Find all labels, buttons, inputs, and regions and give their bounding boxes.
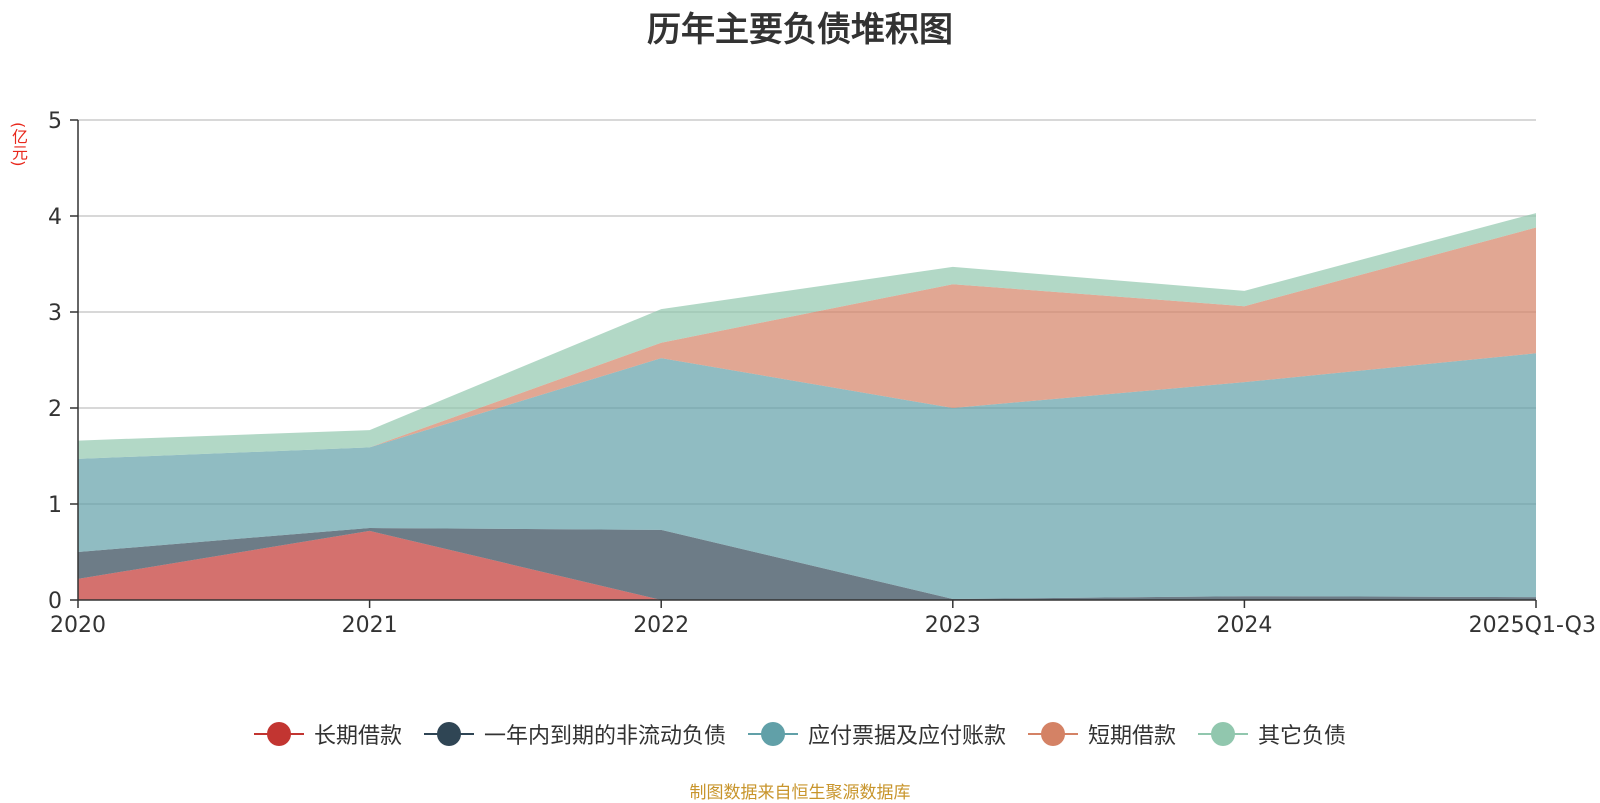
data-source-note: 制图数据来自恒生聚源数据库 xyxy=(689,783,911,803)
y-tick-label: 4 xyxy=(48,205,62,230)
stacked-area-chart: 0 1 2 3 4 5 2020 2021 2022 2023 2024 2025Q1-Q3 xyxy=(48,109,1596,638)
x-tick-label: 2025Q1-Q3 xyxy=(1469,613,1596,638)
area-series-1 xyxy=(78,528,1536,600)
legend-label: 短期借款 xyxy=(1088,724,1177,749)
legend-marker-icon xyxy=(253,721,304,747)
legend-label: 其它负债 xyxy=(1258,724,1347,749)
legend-item[interactable]: 其它负债 xyxy=(1198,718,1346,750)
x-tick-label: 2021 xyxy=(342,613,398,638)
legend-marker-icon xyxy=(1198,721,1249,747)
y-tick-label: 2 xyxy=(48,397,62,422)
area-series-2 xyxy=(78,353,1536,599)
area-layer xyxy=(78,213,1536,600)
chart-title: 历年主要负债堆积图 xyxy=(647,10,953,50)
legend-label: 长期借款 xyxy=(313,724,402,749)
area-series-3 xyxy=(78,227,1536,459)
y-tick-label: 5 xyxy=(48,109,62,134)
y-tick-label: 0 xyxy=(48,589,62,614)
y-tick-label: 1 xyxy=(48,493,62,518)
x-tick-label: 2020 xyxy=(50,613,106,638)
area-series-0 xyxy=(78,530,1536,600)
legend: 长期借款 一年内到期的非流动负债 应付票据及应付账款 短期借款 其它负债 xyxy=(0,718,1600,750)
axis-layer: 0 1 2 3 4 5 2020 2021 2022 2023 2024 2025Q1-Q3 xyxy=(48,109,1596,638)
legend-item[interactable]: 长期借款 xyxy=(253,718,402,750)
legend-marker-icon xyxy=(747,721,798,747)
legend-marker-icon xyxy=(1028,721,1078,747)
legend-label: 应付票据及应付账款 xyxy=(807,724,1006,749)
y-axis-unit-label: (亿元) xyxy=(9,122,28,167)
x-tick-label: 2022 xyxy=(633,613,689,638)
y-tick-label: 3 xyxy=(48,301,62,326)
legend-label: 一年内到期的非流动负债 xyxy=(483,724,726,749)
legend-item[interactable]: 应付票据及应付账款 xyxy=(747,718,1006,750)
x-tick-label: 2023 xyxy=(925,613,981,638)
legend-item[interactable]: 一年内到期的非流动负债 xyxy=(423,718,726,750)
x-tick-label: 2024 xyxy=(1216,613,1272,638)
legend-item[interactable]: 短期借款 xyxy=(1028,718,1176,750)
legend-marker-icon xyxy=(423,721,474,747)
